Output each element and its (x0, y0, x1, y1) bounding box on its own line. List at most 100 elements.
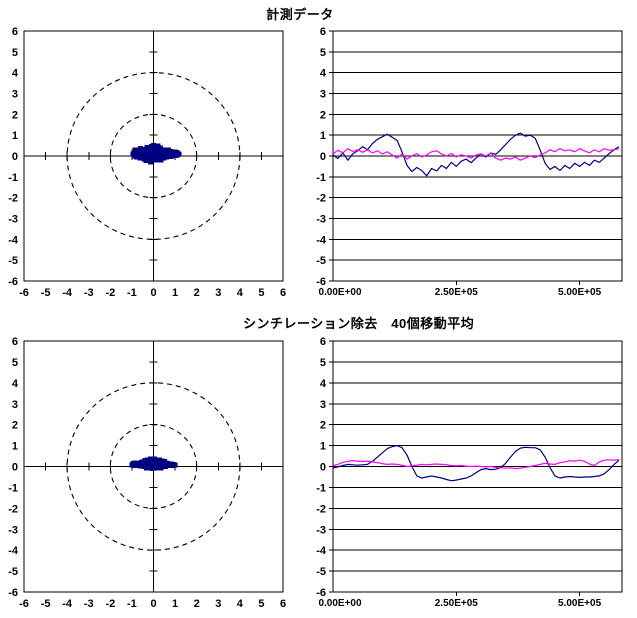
series-line (332, 148, 620, 161)
y-tick-label: 3 (12, 399, 18, 411)
x-tick-label: 0.00E+00 (318, 287, 362, 298)
x-tick-label: 3 (215, 598, 221, 610)
scatter-point (146, 156, 152, 161)
x-tick-label: -4 (62, 598, 73, 610)
x-tick-label: 1 (172, 598, 178, 610)
scatter-point (145, 461, 151, 467)
x-tick-label: 0 (150, 287, 156, 299)
x-tick-label: -6 (19, 598, 29, 610)
scatter-point (132, 147, 138, 153)
y-tick-label: 6 (320, 336, 326, 348)
timeseries-measured-chart: 6 5 4 3 2 1 0 -1 -2 -3 -4 -5 -60.00E+00 2.50E+05 5.00E… (316, 26, 623, 298)
y-tick-label: 3 (12, 89, 18, 101)
y-tick-label: 6 (12, 26, 18, 38)
scatter-point (143, 158, 149, 164)
series-line (332, 445, 620, 482)
y-tick-label: 6 (12, 336, 18, 348)
page-title-measured: 計測データ (266, 7, 334, 22)
x-tick-label: 2.50E+05 (435, 287, 479, 298)
x-tick-label: -3 (84, 598, 94, 610)
y-tick-label: -2 (316, 193, 326, 205)
x-tick-label: 4 (237, 598, 244, 610)
y-tick-label: -3 (8, 214, 18, 226)
x-tick-label: 5.00E+05 (558, 287, 602, 298)
page-title-filtered: シンチレーション除去 40個移動平均 (243, 316, 475, 331)
y-tick-label: -4 (316, 234, 327, 246)
y-tick-label: -1 (8, 482, 18, 494)
y-tick-label: 1 (12, 441, 18, 453)
x-tick-label: -5 (41, 287, 51, 299)
x-tick-label: 0 (150, 598, 156, 610)
scatter-point (153, 465, 159, 471)
y-tick-label: 5 (12, 357, 18, 369)
y-tick-label: -3 (316, 214, 326, 226)
x-tick-label: 4 (237, 287, 244, 299)
y-tick-label: 1 (12, 130, 18, 142)
y-tick-label: -2 (8, 193, 18, 205)
x-tick-label: -2 (105, 287, 115, 299)
y-tick-label: -1 (8, 172, 18, 184)
y-tick-label: -2 (8, 503, 18, 515)
scatter-point (144, 465, 150, 471)
scatter-point (161, 155, 167, 161)
y-tick-label: 4 (12, 378, 19, 390)
x-tick-label: 2 (194, 598, 200, 610)
y-tick-label: 5 (320, 357, 326, 369)
x-tick-label: -1 (127, 287, 137, 299)
y-tick-label: -5 (316, 566, 326, 578)
y-tick-label: -6 (316, 276, 326, 288)
y-tick-label: 5 (320, 47, 326, 59)
x-tick-label: -2 (105, 598, 115, 610)
y-tick-label: 5 (12, 47, 18, 59)
y-tick-label: -4 (8, 545, 19, 557)
x-tick-label: 6 (280, 598, 286, 610)
timeseries-filtered-chart: 6 5 4 3 2 1 0 -1 -2 -3 -4 -5 -60.00E+00 2.50E+05 5.00E… (316, 336, 623, 609)
series-line (332, 459, 620, 470)
x-tick-label: -3 (84, 287, 94, 299)
x-tick-label: 3 (215, 287, 221, 299)
y-tick-label: -5 (8, 255, 18, 267)
y-tick-label: -5 (8, 566, 18, 578)
y-tick-label: 4 (320, 378, 327, 390)
y-tick-label: 0 (12, 151, 18, 163)
y-tick-label: -1 (316, 172, 326, 184)
y-tick-label: -3 (316, 524, 326, 536)
x-tick-label: -1 (127, 598, 137, 610)
y-tick-label: 0 (320, 462, 326, 474)
x-tick-label: 0.00E+00 (318, 598, 362, 609)
scatter-point (157, 457, 163, 463)
y-tick-label: 4 (320, 68, 327, 80)
y-tick-label: -1 (316, 482, 326, 494)
scatter-filtered-chart: 6 5 4 3 2 1 0 -1 -2 -3 -4 -5 -6-6 -5 -4 -3 -2 -1 0 1 2 3 4 5 6 (8, 336, 286, 610)
y-tick-label: -6 (8, 276, 18, 288)
y-tick-label: 2 (12, 109, 18, 121)
scatter-point (158, 157, 164, 163)
scatter-point (146, 465, 152, 471)
x-tick-label: -6 (19, 287, 29, 299)
scatter-point (172, 462, 178, 468)
scatter-point (145, 148, 151, 154)
x-tick-label: 2 (194, 287, 200, 299)
y-tick-label: 4 (12, 68, 19, 80)
y-tick-label: 1 (320, 441, 326, 453)
x-tick-label: 5.00E+05 (558, 598, 602, 609)
x-tick-label: 5 (258, 598, 264, 610)
x-tick-label: 5 (258, 287, 264, 299)
y-tick-label: 3 (320, 89, 326, 101)
x-tick-label: 6 (280, 287, 286, 299)
y-tick-label: -3 (8, 524, 18, 536)
scatter-point (176, 151, 182, 157)
x-tick-label: 2.50E+05 (435, 598, 479, 609)
y-tick-label: 1 (320, 130, 326, 142)
y-tick-label: 0 (12, 462, 18, 474)
scatter-point (147, 159, 153, 165)
scatter-point (134, 154, 140, 160)
x-tick-label: 1 (172, 287, 178, 299)
y-tick-label: -4 (316, 545, 327, 557)
y-tick-label: -2 (316, 503, 326, 515)
scatter-point (144, 144, 150, 150)
y-tick-label: 6 (320, 26, 326, 38)
scatter-point (163, 154, 169, 160)
y-tick-label: 3 (320, 399, 326, 411)
y-tick-label: -4 (8, 234, 19, 246)
